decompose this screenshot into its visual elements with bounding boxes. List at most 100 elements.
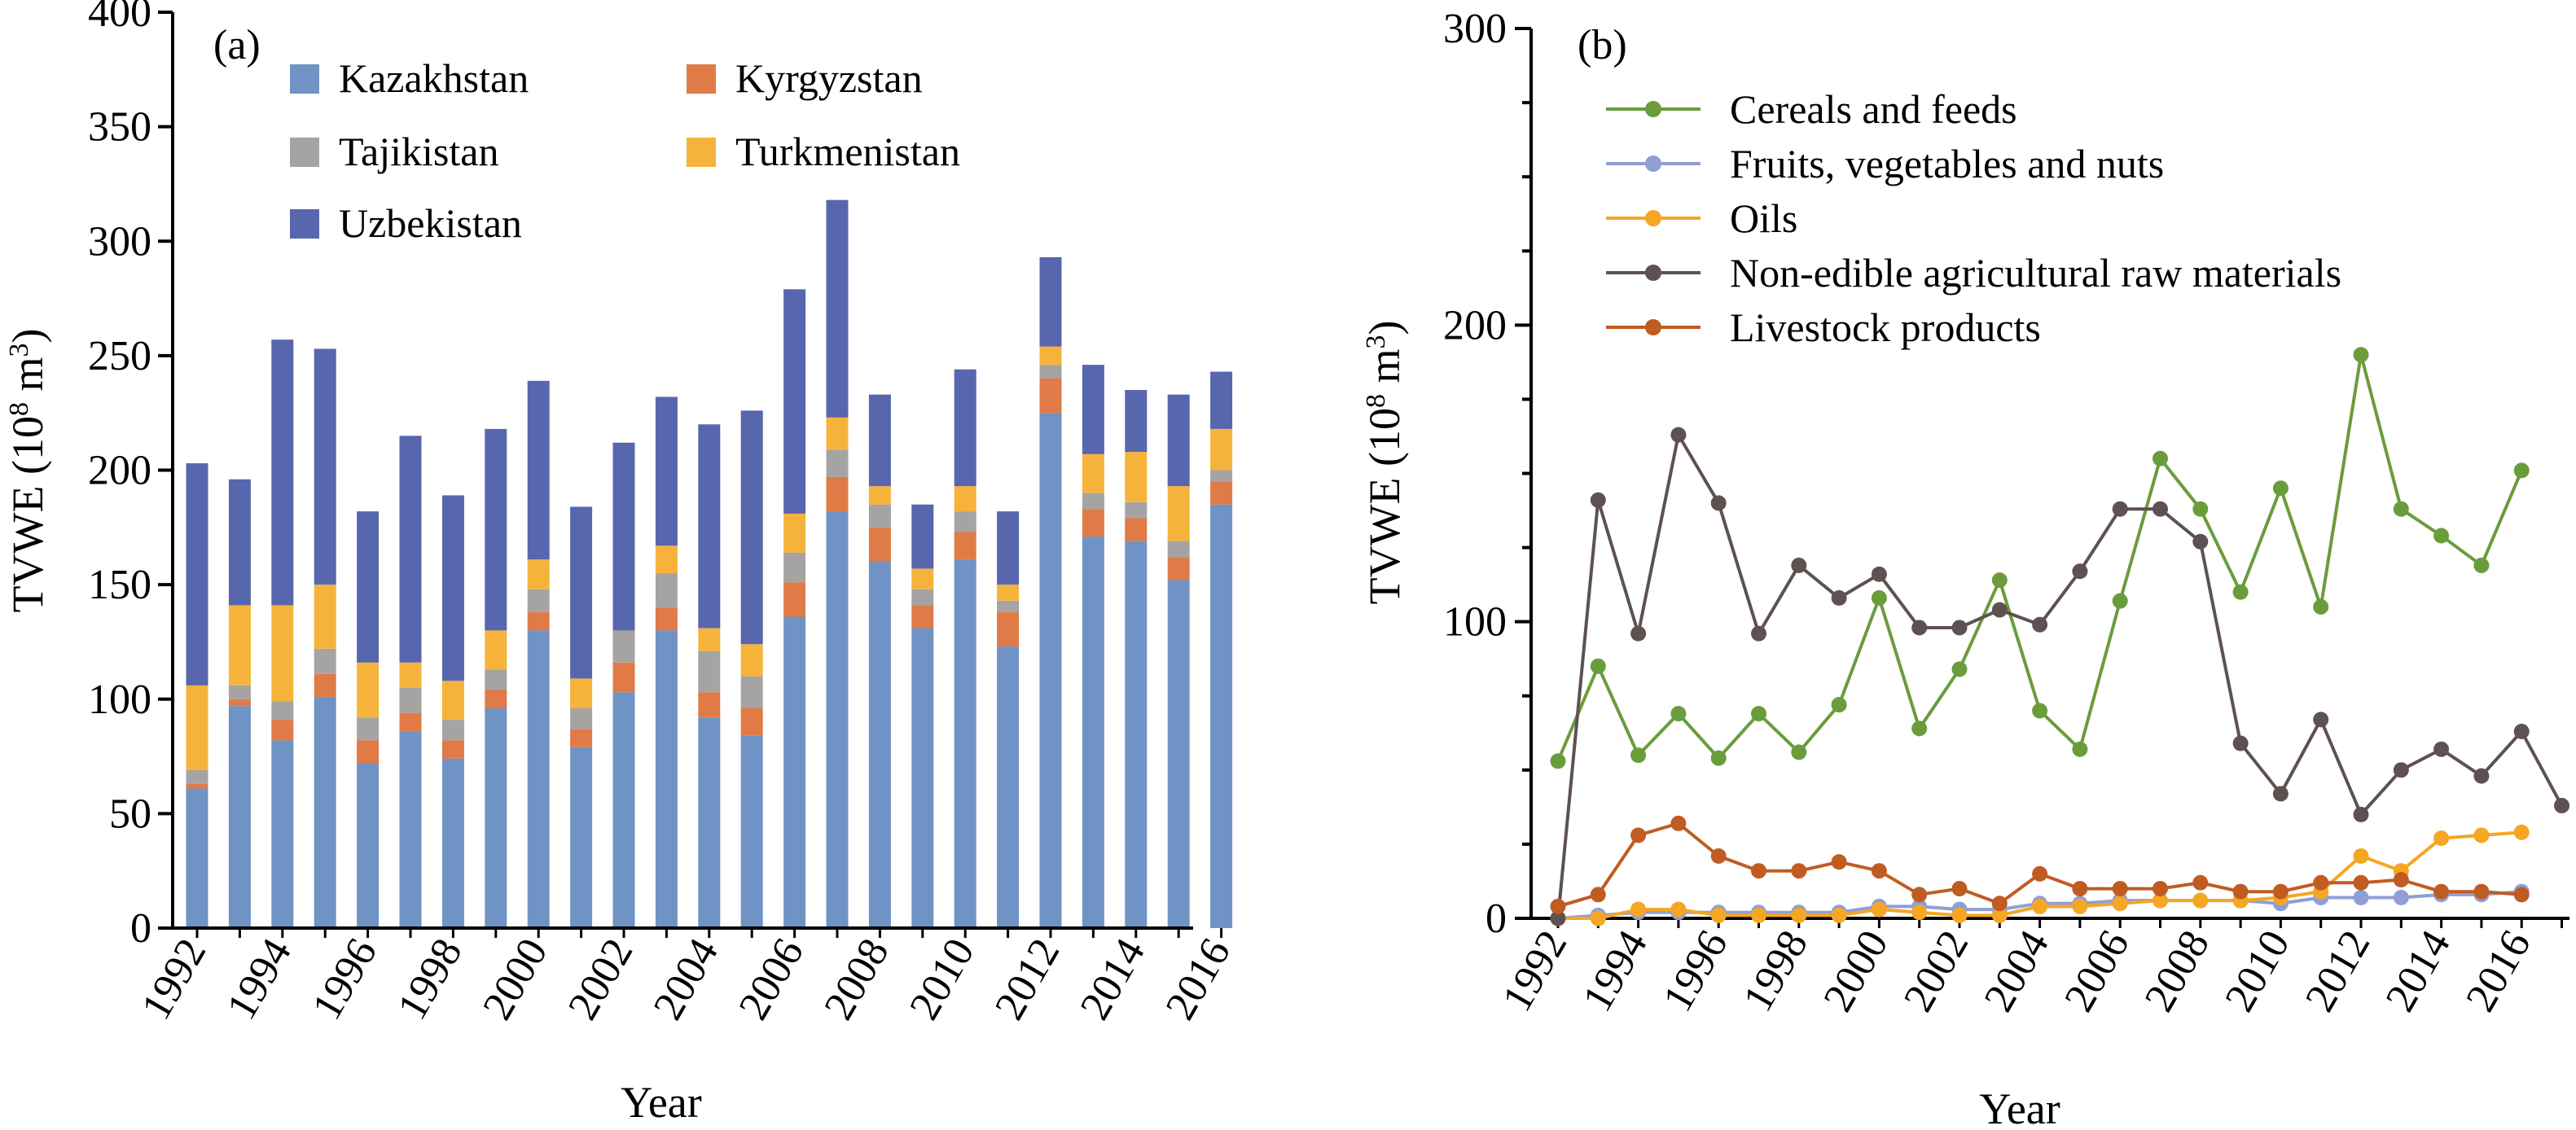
bar-uzbekistan-1999 — [485, 428, 507, 631]
bar-turkmenistan-1996 — [357, 662, 380, 718]
point-cereals-and-feeds-2010 — [2272, 480, 2289, 497]
y-tick-label: 100 — [88, 677, 151, 723]
legend-marker-fruits-vegetables-and-nuts — [1645, 155, 1661, 172]
point-fruits-vegetables-and-nuts-2013 — [2393, 889, 2409, 905]
bar-kazakhstan-1994 — [271, 740, 294, 928]
bar-tajikistan-2007 — [826, 449, 849, 477]
point-cereals-and-feeds-2013 — [2393, 501, 2409, 517]
x-tick-label: 2006 — [731, 931, 813, 1028]
point-livestock-products-1992 — [1550, 898, 1566, 914]
point-cereals-and-feeds-1994 — [1630, 747, 1647, 764]
bar-kyrgyzstan-2011 — [997, 611, 1020, 647]
bar-kyrgyzstan-2014 — [1125, 518, 1148, 541]
bar-uzbekistan-1993 — [228, 479, 251, 606]
point-oils-2002 — [1951, 907, 1968, 923]
legend-label-non-edible-agricultural-raw-materials: Non-edible agricultural raw materials — [1730, 250, 2341, 296]
y-tick-label: 350 — [88, 104, 151, 151]
bar-kyrgyzstan-1999 — [485, 690, 507, 708]
point-non-edible-agricultural-raw-materials-2010 — [2272, 786, 2289, 802]
bar-uzbekistan-2004 — [698, 424, 721, 629]
bar-kazakhstan-2011 — [997, 646, 1020, 928]
y-axis-label-part: 3 — [1361, 335, 1391, 349]
point-non-edible-agricultural-raw-materials-1993 — [1590, 492, 1606, 508]
bar-kyrgyzstan-2000 — [527, 611, 550, 631]
point-fruits-vegetables-and-nuts-2012 — [2353, 889, 2369, 905]
bar-kyrgyzstan-2015 — [1167, 557, 1190, 580]
x-tick-label: 2004 — [1976, 923, 2058, 1020]
x-tick-label: 2014 — [2377, 923, 2460, 1020]
bar-tajikistan-2010 — [954, 511, 976, 532]
point-oils-2006 — [2112, 896, 2128, 912]
bar-tajikistan-2006 — [783, 552, 806, 583]
legend-label-kazakhstan: Kazakhstan — [339, 55, 529, 101]
point-cereals-and-feeds-1999 — [1831, 697, 1847, 713]
point-cereals-and-feeds-1998 — [1791, 744, 1807, 760]
bar-kyrgyzstan-1997 — [399, 712, 422, 732]
series-line-livestock-products — [1557, 821, 2522, 909]
legend-marker-oils — [1645, 210, 1661, 226]
x-tick-label: 2002 — [560, 931, 642, 1028]
y-axis-label-part: TVWE (10 — [3, 416, 52, 612]
point-oils-2007 — [2153, 892, 2168, 909]
point-livestock-products-1998 — [1791, 863, 1807, 879]
bar-tajikistan-2011 — [997, 600, 1020, 612]
point-non-edible-agricultural-raw-materials-1996 — [1710, 495, 1727, 511]
bar-kazakhstan-1992 — [186, 788, 208, 928]
point-livestock-products-1993 — [1590, 887, 1606, 903]
point-non-edible-agricultural-raw-materials-2002 — [1951, 620, 1968, 636]
point-livestock-products-1996 — [1710, 848, 1727, 864]
bar-tajikistan-2002 — [612, 630, 635, 663]
bar-kazakhstan-2010 — [954, 559, 976, 928]
point-non-edible-agricultural-raw-materials-2000 — [1871, 566, 1887, 582]
bar-uzbekistan-1996 — [357, 511, 380, 663]
legend-marker-non-edible-agricultural-raw-materials — [1645, 265, 1661, 281]
point-oils-2016 — [2513, 824, 2530, 840]
y-tick-label: 50 — [109, 791, 151, 837]
point-non-edible-agricultural-raw-materials-1992 — [1550, 910, 1566, 926]
y-axis-label-part: ) — [3, 329, 52, 344]
bar-tajikistan-2014 — [1125, 501, 1148, 519]
point-livestock-products-2011 — [2313, 874, 2329, 891]
bar-tajikistan-1993 — [228, 685, 251, 699]
bar-uzbekistan-2014 — [1125, 390, 1148, 452]
point-oils-1994 — [1630, 901, 1647, 918]
bar-turkmenistan-2013 — [1082, 453, 1104, 493]
bar-uzbekistan-2006 — [783, 289, 806, 514]
bar-tajikistan-2009 — [911, 589, 934, 606]
bar-tajikistan-2000 — [527, 589, 550, 612]
bar-kazakhstan-2008 — [868, 562, 891, 928]
bar-kazakhstan-2000 — [527, 630, 550, 928]
bar-turkmenistan-1994 — [271, 605, 294, 702]
bar-tajikistan-1997 — [399, 687, 422, 713]
bar-kyrgyzstan-2003 — [655, 607, 678, 631]
point-cereals-and-feeds-2016 — [2513, 462, 2530, 479]
bar-turkmenistan-1995 — [314, 585, 336, 649]
legend-marker-cereals-and-feeds — [1645, 101, 1661, 117]
bar-kyrgyzstan-2007 — [826, 476, 849, 512]
point-non-edible-agricultural-raw-materials-1998 — [1791, 557, 1807, 573]
y-tick-label: 0 — [130, 905, 151, 952]
bar-uzbekistan-2001 — [570, 506, 593, 679]
point-non-edible-agricultural-raw-materials-2001 — [1911, 620, 1928, 636]
point-livestock-products-2007 — [2153, 881, 2168, 897]
x-tick-label: 2010 — [2216, 923, 2298, 1020]
point-livestock-products-2008 — [2192, 874, 2209, 891]
bar-uzbekistan-2005 — [740, 410, 763, 645]
series-line-cereals-and-feeds — [1556, 354, 2524, 762]
point-livestock-products-2000 — [1871, 863, 1887, 879]
bar-kyrgyzstan-1998 — [441, 740, 464, 759]
x-tick-label: 2010 — [901, 931, 983, 1028]
bar-uzbekistan-1997 — [399, 436, 422, 663]
x-tick-label: 2012 — [2297, 923, 2379, 1020]
bar-turkmenistan-2012 — [1039, 346, 1062, 366]
bar-tajikistan-1996 — [357, 717, 380, 741]
legend-swatch-kazakhstan — [290, 64, 319, 94]
legend-label-uzbekistan: Uzbekistan — [339, 200, 522, 246]
y-tick-label: 200 — [1443, 302, 1507, 348]
bar-turkmenistan-2003 — [655, 545, 678, 574]
bar-kazakhstan-2004 — [698, 717, 721, 928]
legend-label-oils: Oils — [1730, 195, 1797, 241]
bar-uzbekistan-2003 — [655, 396, 678, 546]
bar-uzbekistan-2011 — [997, 511, 1020, 585]
x-tick-label: 2016 — [2457, 923, 2539, 1020]
